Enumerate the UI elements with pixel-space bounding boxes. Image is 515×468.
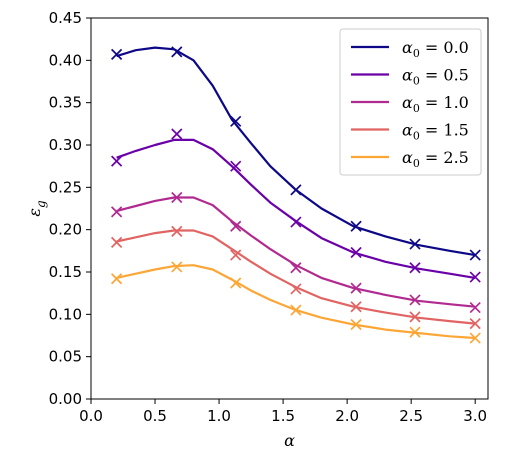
x-tick-label: 1.5 [271, 407, 295, 425]
legend-label-0: α0 = 0.0 [402, 38, 469, 60]
data-point-marker [171, 191, 183, 204]
ticks-layer: 0.0 0.5 1.0 1.5 2.0 2.5 3.0 0.00 0.05 0.10 0.15 0.2… [49, 9, 488, 425]
data-point-marker [230, 277, 242, 289]
data-point-marker [469, 271, 481, 283]
marks-layer [111, 46, 481, 344]
x-tick-label: 0.0 [79, 407, 103, 425]
y-tick-label: 0.10 [49, 305, 82, 323]
y-tick-label: 0.00 [49, 390, 82, 408]
data-point-marker [171, 225, 183, 237]
data-point-marker [409, 326, 421, 338]
data-point-marker [409, 294, 421, 306]
series-line-0 [116, 46, 476, 257]
data-point-marker [290, 184, 302, 196]
data-point-marker [469, 249, 481, 261]
y-tick-label: 0.35 [49, 94, 82, 112]
series-line-2 [116, 196, 476, 308]
data-point-marker [290, 304, 302, 316]
legend-label-2: α0 = 1.0 [402, 93, 469, 115]
y-axis-label: εg [25, 200, 48, 217]
data-point-marker [409, 238, 421, 250]
data-point-marker [230, 115, 242, 127]
data-point-marker [171, 46, 183, 58]
data-point-marker [350, 318, 362, 331]
data-point-marker [290, 216, 302, 228]
legend-label-4: α0 = 2.5 [402, 148, 469, 170]
data-point-marker [350, 246, 362, 259]
y-axis-label-sub: g [34, 200, 48, 208]
x-axis-label: α [284, 431, 295, 450]
data-point-marker [111, 206, 123, 218]
x-tick-label: 1.0 [207, 407, 231, 425]
data-point-marker [230, 249, 242, 261]
data-point-marker [469, 332, 481, 344]
series-line-3 [116, 229, 476, 325]
x-tick-label: 3.0 [463, 407, 487, 425]
series-line-1 [116, 138, 476, 279]
data-point-marker [409, 311, 421, 323]
data-point-marker [350, 301, 362, 313]
x-tick-label: 0.5 [143, 407, 167, 425]
y-tick-label: 0.30 [49, 136, 82, 154]
series-line-4 [116, 264, 476, 340]
y-tick-label: 0.15 [49, 263, 82, 281]
data-point-marker [111, 273, 123, 285]
plot-frame [90, 17, 489, 400]
legend: α0 = 0.0 α0 = 0.5 α0 = 1.0 α0 = 1.5 α0 = 2.5 [339, 28, 482, 176]
y-tick-label: 0.05 [49, 348, 82, 366]
data-point-marker [350, 282, 362, 294]
y-tick-label: 0.40 [49, 51, 82, 69]
data-point-marker [230, 220, 242, 232]
x-tick-label: 2.5 [399, 407, 423, 425]
data-point-marker [111, 48, 123, 61]
legend-label-1: α0 = 0.5 [402, 66, 469, 88]
data-point-marker [171, 128, 183, 140]
data-point-marker [350, 220, 362, 232]
data-point-marker [111, 236, 123, 248]
data-point-marker [409, 262, 421, 274]
data-point-marker [230, 160, 242, 172]
data-point-marker [111, 155, 123, 167]
data-point-marker [290, 283, 302, 295]
legend-box [339, 28, 482, 176]
data-point-marker [469, 301, 481, 314]
data-point-marker [290, 262, 302, 274]
y-tick-label: 0.25 [49, 178, 82, 196]
y-tick-label: 0.20 [49, 221, 82, 239]
y-tick-label: 0.45 [49, 9, 82, 27]
data-point-marker [469, 318, 481, 330]
data-point-marker [171, 261, 183, 273]
y-axis-label-base: ε [25, 208, 44, 217]
x-tick-label: 2.0 [335, 407, 359, 425]
legend-label-3: α0 = 1.5 [402, 121, 469, 143]
